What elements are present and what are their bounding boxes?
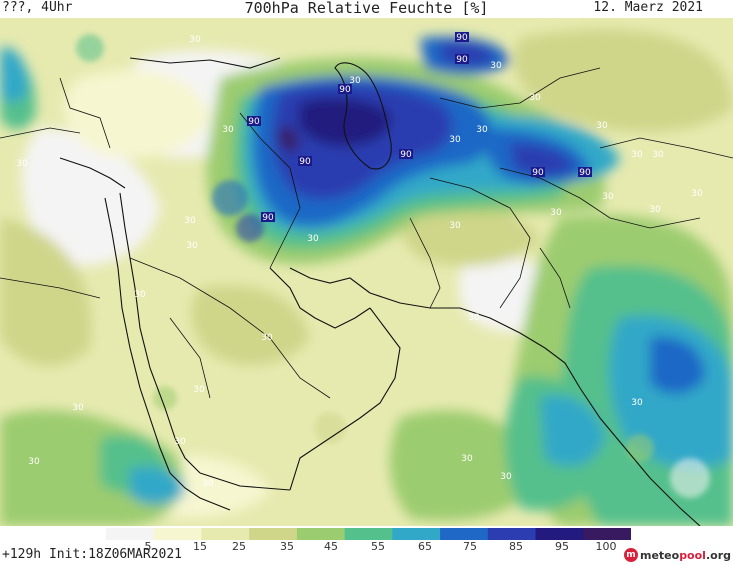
contour-label: 30 xyxy=(490,61,502,71)
contour-label: 30 xyxy=(72,403,84,413)
contour-label: 90 xyxy=(248,117,260,127)
logo-text-main: meteo xyxy=(639,548,680,562)
contour-label-bg xyxy=(247,116,261,126)
colorbar-ticks: 5 15 25 35 45 55 65 75 85 95 100 xyxy=(0,540,733,554)
coastlines-borders xyxy=(0,57,733,526)
contour-label: 30 xyxy=(307,234,319,244)
contour-label: 30 xyxy=(184,216,196,226)
contour-label: 90 xyxy=(532,168,544,178)
contour-label: 30 xyxy=(550,208,562,218)
contour-label: 90 xyxy=(262,213,274,223)
colorbar xyxy=(106,528,631,540)
contour-label: 30 xyxy=(468,313,480,323)
contour-label: 30 xyxy=(631,150,643,160)
humidity-field xyxy=(0,18,733,526)
forecast-valid-time: ???, 4Uhr xyxy=(2,0,73,15)
colorbar-swatch xyxy=(535,528,584,540)
contour-label-bg xyxy=(399,149,413,159)
contour-label: 30 xyxy=(631,398,643,408)
contour-label: 30 xyxy=(28,457,40,467)
colorbar-tick: 45 xyxy=(324,540,338,553)
contour-label: 30 xyxy=(652,150,664,160)
colorbar-swatch xyxy=(344,528,393,540)
colorbar-swatch xyxy=(583,528,631,540)
contour-label: 30 xyxy=(186,241,198,251)
colorbar-swatch xyxy=(249,528,298,540)
contour-label: 30 xyxy=(461,454,473,464)
contour-label-bg xyxy=(338,84,352,94)
colorbar-swatch xyxy=(106,528,155,540)
contour-label: 30 xyxy=(261,333,273,343)
contour-label: 30 xyxy=(134,290,146,300)
contour-label: 30 xyxy=(602,192,614,202)
meteopool-logo[interactable]: m meteopool.org xyxy=(623,548,731,562)
contour-label: 30 xyxy=(529,93,541,103)
colorbar-tick: 75 xyxy=(463,540,477,553)
contour-label-bg xyxy=(298,156,312,166)
contour-label: 30 xyxy=(596,121,608,131)
colorbar-tick: 15 xyxy=(193,540,207,553)
colorbar-tick: 25 xyxy=(232,540,246,553)
contour-label: 30 xyxy=(691,189,703,199)
colorbar-swatch xyxy=(296,528,346,540)
colorbar-tick: 55 xyxy=(371,540,385,553)
colorbar-tick: 95 xyxy=(555,540,569,553)
forecast-date: 12. Maerz 2021 xyxy=(593,0,703,15)
contour-label: 30 xyxy=(500,472,512,482)
contour-label: 30 xyxy=(222,125,234,135)
colorbar-swatch xyxy=(153,528,202,540)
contour-label-bg xyxy=(455,54,469,64)
contour-label: 90 xyxy=(339,85,351,95)
model-run-info: +129h Init:18Z06MAR2021 xyxy=(2,547,183,562)
colorbar-tick: 5 xyxy=(144,540,152,553)
colorbar-swatch xyxy=(392,528,441,540)
contour-label: 90 xyxy=(400,150,412,160)
map-title: 700hPa Relative Feuchte [%] xyxy=(244,0,489,17)
colorbar-tick: 35 xyxy=(280,540,294,553)
contour-label: 30 xyxy=(193,385,205,395)
logo-text-tld: .org xyxy=(705,548,731,562)
humidity-map: 30 30 30 30 90 90 90 90 90 90 90 90 90 30 30 30 30 30 30 30… xyxy=(0,18,733,526)
map-header: ???, 4Uhr 700hPa Relative Feuchte [%] 12… xyxy=(0,0,733,18)
contour-label-bg xyxy=(531,167,545,177)
contour-label: 30 xyxy=(202,479,214,489)
contour-label: 30 xyxy=(449,221,461,231)
meteopool-logo-icon: m xyxy=(623,548,638,562)
colorbar-tick: 65 xyxy=(418,540,432,553)
colorbar-swatch xyxy=(201,528,250,540)
contour-label: 90 xyxy=(579,168,591,178)
contour-label-bg xyxy=(261,212,275,222)
logo-text-accent: pool xyxy=(679,548,706,562)
colorbar-swatch xyxy=(487,528,537,540)
contour-label: 90 xyxy=(456,33,468,43)
colorbar-max-arrow xyxy=(621,528,631,540)
contour-label-bg xyxy=(578,167,592,177)
contour-labels: 30 30 30 30 90 90 90 90 90 90 90 90 90 30 30 30 30 30 30 30… xyxy=(16,32,703,489)
contour-label: 30 xyxy=(174,437,186,447)
contour-label: 30 xyxy=(189,35,201,45)
contour-label: 30 xyxy=(349,76,361,86)
contour-label: 30 xyxy=(16,159,28,169)
contour-label-bg xyxy=(455,32,469,42)
contour-label: 90 xyxy=(456,55,468,65)
contour-label: 30 xyxy=(449,135,461,145)
contour-label: 90 xyxy=(299,157,311,167)
colorbar-tick: 100 xyxy=(595,540,617,553)
contour-label: 30 xyxy=(649,205,661,215)
colorbar-swatch xyxy=(440,528,489,540)
contour-label: 30 xyxy=(476,125,488,135)
colorbar-tick: 85 xyxy=(509,540,523,553)
